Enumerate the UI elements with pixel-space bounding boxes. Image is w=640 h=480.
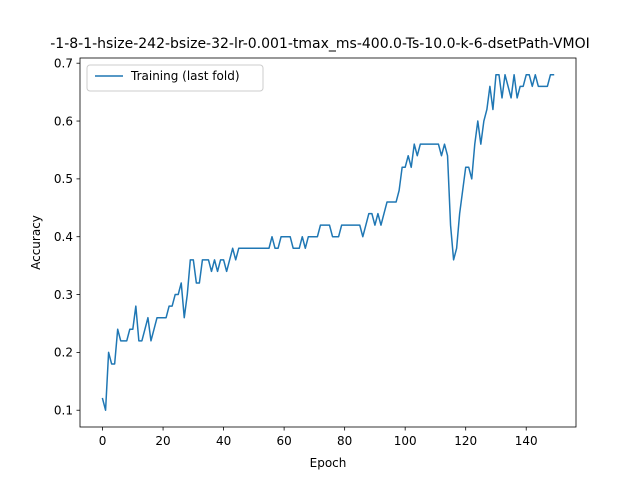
chart-title: -1-8-1-hsize-242-bsize-32-lr-0.001-tmax_… [50, 36, 589, 52]
x-tick-label: 20 [155, 434, 170, 448]
x-axis-ticks: 0 20 40 60 80 100 120 140 [99, 427, 538, 448]
legend: Training (last fold) [86, 64, 264, 92]
y-axis-ticks: 0.1 0.2 0.3 0.4 0.5 0.6 0.7 [54, 57, 80, 418]
y-tick-label: 0.7 [54, 57, 73, 71]
x-tick-label: 140 [515, 434, 538, 448]
x-tick-label: 60 [276, 434, 291, 448]
y-tick-label: 0.5 [54, 172, 73, 186]
y-tick-label: 0.3 [54, 288, 73, 302]
y-axis-label: Accuracy [29, 215, 43, 270]
series-layer [101, 74, 555, 411]
x-tick-label: 40 [216, 434, 231, 448]
x-axis-label: Epoch [310, 456, 347, 470]
x-tick-label: 80 [337, 434, 352, 448]
x-tick-label: 0 [99, 434, 107, 448]
x-tick-label: 120 [454, 434, 477, 448]
x-tick-label: 100 [394, 434, 417, 448]
y-tick-label: 0.4 [54, 230, 73, 244]
series-line-training [101, 74, 555, 411]
legend-label-training: Training (last fold) [130, 69, 240, 83]
y-tick-label: 0.6 [54, 114, 73, 128]
y-tick-label: 0.1 [54, 404, 73, 418]
y-tick-label: 0.2 [54, 346, 73, 360]
legend-frame [86, 64, 264, 92]
axes-frame [79, 57, 577, 428]
